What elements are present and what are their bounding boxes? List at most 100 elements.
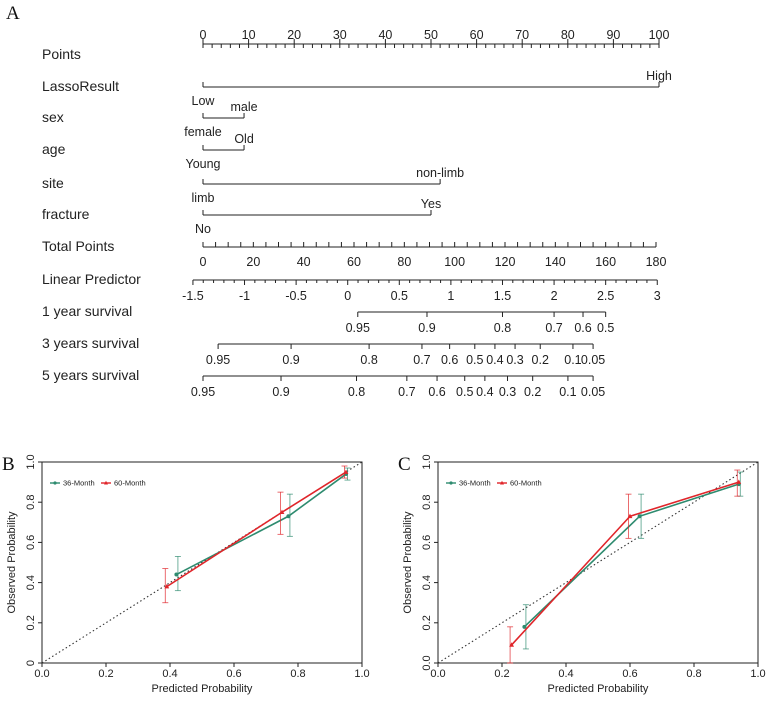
linear-predictor-tick-label: 0 — [344, 289, 351, 303]
y-tick-label: 0.0 — [421, 655, 433, 670]
legend-marker — [53, 481, 57, 485]
points-tick-label: 20 — [287, 28, 301, 42]
x-axis-label: Predicted Probability — [152, 683, 253, 695]
linear-predictor-tick-label: -0.5 — [285, 289, 307, 303]
survival-tick-label: 0.8 — [360, 353, 377, 367]
total-points-tick-label: 40 — [297, 255, 311, 269]
total-points-tick-label: 160 — [595, 255, 616, 269]
survival-tick-label: 0.4 — [476, 385, 493, 399]
survival-tick-label: 0.1 — [559, 385, 576, 399]
x-tick-label: 0.6 — [226, 668, 241, 680]
survival-tick-label: 0.95 — [346, 321, 370, 335]
survival-tick-label: 0.8 — [494, 321, 511, 335]
calibration-panel-b: 0.0 0.2 0.4 0.6 0.8 1.0 0 0.2 0.4 0.6 0.8 1.0 Predic… — [6, 454, 370, 695]
survival-tick-label: 0.05 — [581, 353, 605, 367]
plot-frame — [437, 461, 759, 664]
linear-predictor-tick-label: 2.5 — [597, 289, 614, 303]
survival-tick-label: 0.7 — [398, 385, 415, 399]
survival-tick-label: 0.95 — [206, 353, 230, 367]
y-tick-label: 1.0 — [25, 454, 37, 469]
x-tick-label: 0.6 — [622, 668, 637, 680]
survival-tick-label: 0.2 — [524, 385, 541, 399]
data-point-36-month — [522, 624, 527, 629]
legend-label: 36-Month — [459, 479, 491, 488]
survival-axis-label: 1 year survival — [42, 303, 132, 319]
x-tick-label: 1.0 — [750, 668, 765, 680]
total-points-tick-label: 0 — [200, 255, 207, 269]
x-tick-label: 0.0 — [430, 668, 445, 680]
points-tick-label: 90 — [606, 28, 620, 42]
points-tick-label: 10 — [242, 28, 256, 42]
survival-tick-label: 0.6 — [574, 321, 591, 335]
legend-marker — [500, 480, 504, 485]
points-tick-label: 70 — [515, 28, 529, 42]
survival-tick-label: 0.5 — [456, 385, 473, 399]
linear-predictor-tick-label: 0.5 — [391, 289, 408, 303]
variable-label-age: age — [42, 141, 66, 157]
linear-predictor-label: Linear Predictor — [42, 271, 141, 287]
level-label: Young — [186, 157, 221, 171]
variable-label-fracture: fracture — [42, 206, 90, 222]
points-tick-label: 50 — [424, 28, 438, 42]
survival-tick-label: 0.5 — [597, 321, 614, 335]
data-point-60-month — [164, 584, 170, 589]
x-tick-label: 0.2 — [98, 668, 113, 680]
total-points-tick-label: 100 — [444, 255, 465, 269]
points-row-label: Points — [42, 46, 81, 62]
level-label: Old — [234, 132, 254, 146]
level-label: limb — [192, 191, 215, 205]
legend-label: 36-Month — [63, 479, 95, 488]
points-tick-label: 60 — [470, 28, 484, 42]
survival-tick-label: 0.3 — [506, 353, 523, 367]
x-tick-label: 0.8 — [290, 668, 305, 680]
y-tick-label: 0.6 — [421, 535, 433, 550]
data-point-60-month — [343, 469, 349, 474]
points-tick-label: 0 — [200, 28, 207, 42]
survival-tick-label: 0.7 — [413, 353, 430, 367]
legend-marker — [449, 481, 453, 485]
x-tick-label: 0.8 — [686, 668, 701, 680]
variable-label-lassoresult: LassoResult — [42, 78, 119, 94]
variable-label-sex: sex — [42, 109, 64, 125]
survival-tick-label: 0.6 — [428, 385, 445, 399]
series-line-60-month — [511, 481, 740, 646]
x-tick-label: 0.2 — [494, 668, 509, 680]
survival-tick-label: 0.3 — [499, 385, 516, 399]
survival-axis-label: 3 years survival — [42, 335, 139, 351]
panel-label-b: B — [2, 454, 15, 475]
series-line-36-month — [523, 483, 740, 628]
data-point-36-month — [174, 572, 179, 577]
survival-axis-label: 5 years survival — [42, 367, 139, 383]
survival-tick-label: 0.1 — [564, 353, 581, 367]
linear-predictor-tick-label: 1.5 — [494, 289, 511, 303]
total-points-tick-label: 180 — [646, 255, 667, 269]
level-label: High — [646, 69, 672, 83]
series-line-60-month — [166, 471, 347, 588]
survival-tick-label: 0.8 — [348, 385, 365, 399]
y-tick-label: 0.4 — [25, 575, 37, 590]
panel-label-a: A — [6, 3, 20, 24]
legend-marker — [104, 480, 108, 485]
survival-tick-label: 0.7 — [545, 321, 562, 335]
x-tick-label: 0.4 — [558, 668, 573, 680]
data-point-60-month — [736, 479, 742, 484]
linear-predictor-tick-label: -1 — [239, 289, 250, 303]
linear-predictor-tick-label: -1.5 — [182, 289, 204, 303]
total-points-tick-label: 20 — [246, 255, 260, 269]
y-tick-label: 0 — [25, 660, 37, 666]
x-tick-label: 1.0 — [354, 668, 369, 680]
y-axis-label: Observed Probability — [402, 511, 414, 614]
points-tick-label: 30 — [333, 28, 347, 42]
ideal-diagonal-line — [41, 461, 363, 664]
data-point-60-month — [279, 509, 285, 515]
survival-tick-label: 0.5 — [466, 353, 483, 367]
survival-tick-label: 0.9 — [418, 321, 435, 335]
total-points-tick-label: 60 — [347, 255, 361, 269]
data-point-36-month — [637, 514, 642, 519]
linear-predictor-tick-label: 1 — [447, 289, 454, 303]
survival-tick-label: 0.9 — [282, 353, 299, 367]
y-tick-label: 0.8 — [421, 495, 433, 510]
y-tick-label: 0.8 — [25, 495, 37, 510]
